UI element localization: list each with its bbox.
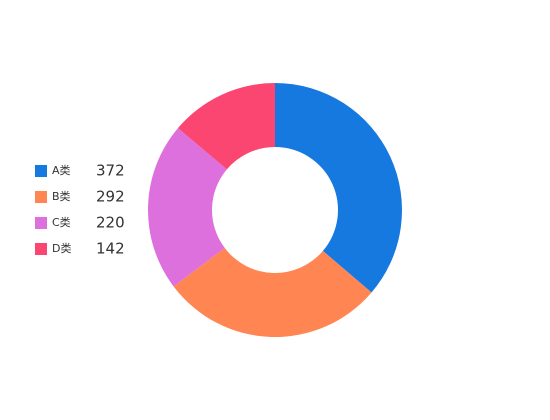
donut-slice: [173, 247, 372, 338]
legend-value: 220: [96, 214, 125, 232]
donut-slice: [177, 83, 275, 170]
legend-label: A类: [52, 163, 71, 177]
legend-value: 292: [96, 188, 125, 206]
legend-label: D类: [52, 241, 71, 255]
legend-swatch: [35, 217, 47, 229]
legend-swatch: [35, 243, 47, 255]
legend-swatch: [35, 191, 47, 203]
donut-slice: [275, 83, 402, 293]
legend-label: B类: [52, 189, 71, 203]
legend-value: 142: [96, 240, 125, 258]
legend-swatch: [35, 165, 47, 177]
donut-slice: [148, 128, 227, 287]
legend-label: C类: [52, 215, 71, 229]
legend-value: 372: [96, 162, 125, 180]
